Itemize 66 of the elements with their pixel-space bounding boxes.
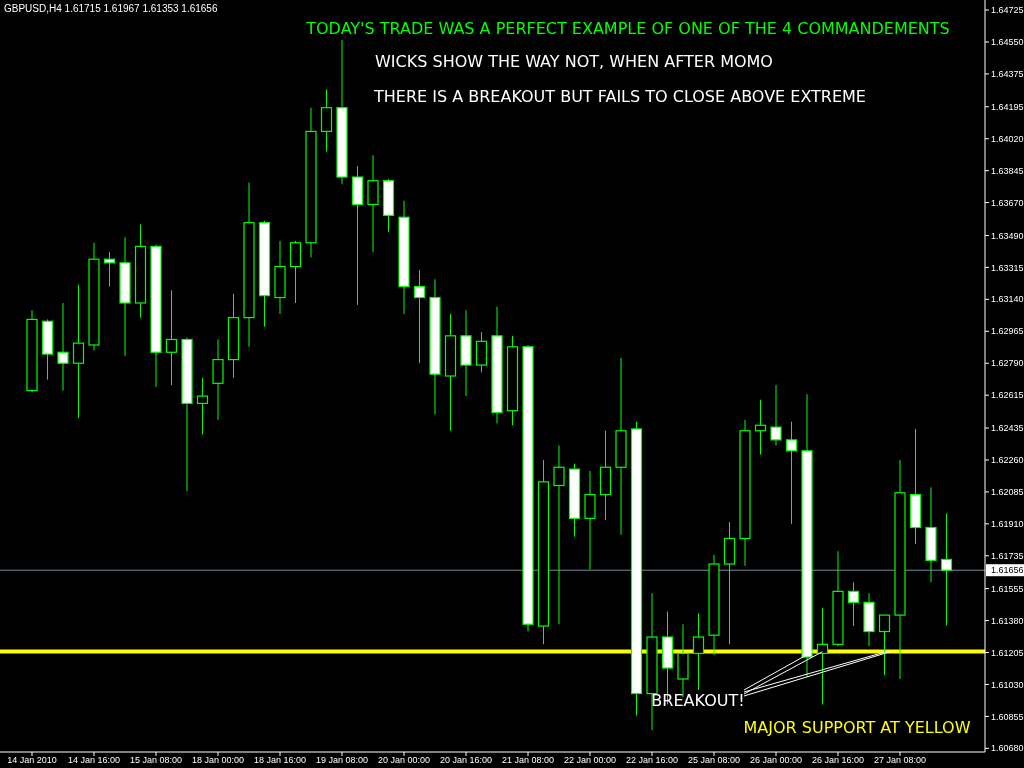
candlestick <box>413 269 426 364</box>
y-tick-label: 1.63315 <box>991 262 1024 273</box>
annotation: THERE IS A BREAKOUT BUT FAILS TO CLOSE ABOVE EXTREME <box>373 87 866 106</box>
x-tick-label: 25 Jan 08:00 <box>687 755 741 765</box>
y-tick-label: 1.63140 <box>991 294 1024 305</box>
y-tick-label: 1.64375 <box>991 69 1024 80</box>
candlestick <box>553 444 565 625</box>
x-tick-label: 14 Jan 16:00 <box>67 755 121 765</box>
candlestick <box>165 289 178 386</box>
y-tick-label: 1.62260 <box>991 455 1024 466</box>
y-tick-label: 1.64195 <box>991 101 1024 112</box>
chart-title: GBPUSD,H4 1.61715 1.61967 1.61353 1.61656 <box>4 3 218 14</box>
candlestick <box>320 88 333 152</box>
x-tick-label: 18 Jan 00:00 <box>191 755 245 765</box>
y-tick-label: 1.60855 <box>991 711 1024 722</box>
x-tick-label: 22 Jan 16:00 <box>625 755 679 765</box>
x-tick-label: 20 Jan 00:00 <box>377 755 431 765</box>
y-tick-label: 1.63490 <box>991 230 1024 241</box>
candlestick <box>770 384 782 446</box>
candlestick <box>475 331 488 373</box>
x-tick-label: 26 Jan 16:00 <box>811 755 865 765</box>
candlestick <box>212 339 224 421</box>
y-tick-label: 1.64725 <box>991 5 1024 16</box>
candlestick <box>367 154 379 253</box>
x-tick-label: 19 Jan 08:00 <box>315 755 369 765</box>
y-tick-label: 1.61910 <box>991 518 1024 529</box>
annotation: TODAY'S TRADE WAS A PERFECT EXAMPLE OF ONE OF THE 4 COMMANDEMENTS <box>305 19 950 38</box>
x-tick-label: 26 Jan 00:00 <box>749 755 803 765</box>
y-tick-label: 1.64550 <box>991 37 1024 48</box>
ref-line-label: 1.61656 <box>991 565 1024 576</box>
candlestick <box>584 470 596 570</box>
y-tick-label: 1.60680 <box>991 743 1024 754</box>
x-tick-label: 15 Jan 08:00 <box>129 755 183 765</box>
x-tick-label: 20 Jan 16:00 <box>439 755 493 765</box>
candlestick <box>940 512 953 627</box>
y-tick-label: 1.63670 <box>991 197 1024 208</box>
y-tick-label: 1.62965 <box>991 326 1024 337</box>
y-tick-label: 1.64020 <box>991 133 1024 144</box>
candlestick <box>878 614 891 676</box>
candlestick <box>754 399 767 455</box>
x-tick-label: 21 Jan 08:00 <box>501 755 555 765</box>
candlestick <box>57 302 69 392</box>
annotation: BREAKOUT! <box>651 691 745 710</box>
y-tick-label: 1.62435 <box>991 423 1024 434</box>
y-tick-label: 1.61030 <box>991 679 1024 690</box>
x-tick-label: 18 Jan 16:00 <box>253 755 307 765</box>
candlestick <box>196 377 209 435</box>
candlestick <box>785 421 798 525</box>
candlestick <box>692 612 705 691</box>
y-tick-label: 1.61205 <box>991 647 1024 658</box>
y-tick-label: 1.62085 <box>991 487 1024 498</box>
candlestick <box>72 284 85 419</box>
y-tick-label: 1.61735 <box>991 550 1024 561</box>
candlestick <box>289 240 302 304</box>
candlestick <box>816 607 829 706</box>
y-tick-label: 1.62615 <box>991 390 1024 401</box>
y-tick-label: 1.61555 <box>991 583 1024 594</box>
x-tick-label: 22 Jan 00:00 <box>563 755 617 765</box>
annotation: MAJOR SUPPORT AT YELLOW <box>743 718 971 737</box>
y-tick-label: 1.63845 <box>991 165 1024 176</box>
x-tick-label: 14 Jan 2010 <box>7 755 57 765</box>
annotation: WICKS SHOW THE WAY NOT, WHEN AFTER MOMO <box>375 52 773 71</box>
x-tick-label: 27 Jan 08:00 <box>873 755 927 765</box>
y-tick-label: 1.62790 <box>991 358 1024 369</box>
candlestick <box>847 581 860 627</box>
y-tick-label: 1.61380 <box>991 615 1024 626</box>
